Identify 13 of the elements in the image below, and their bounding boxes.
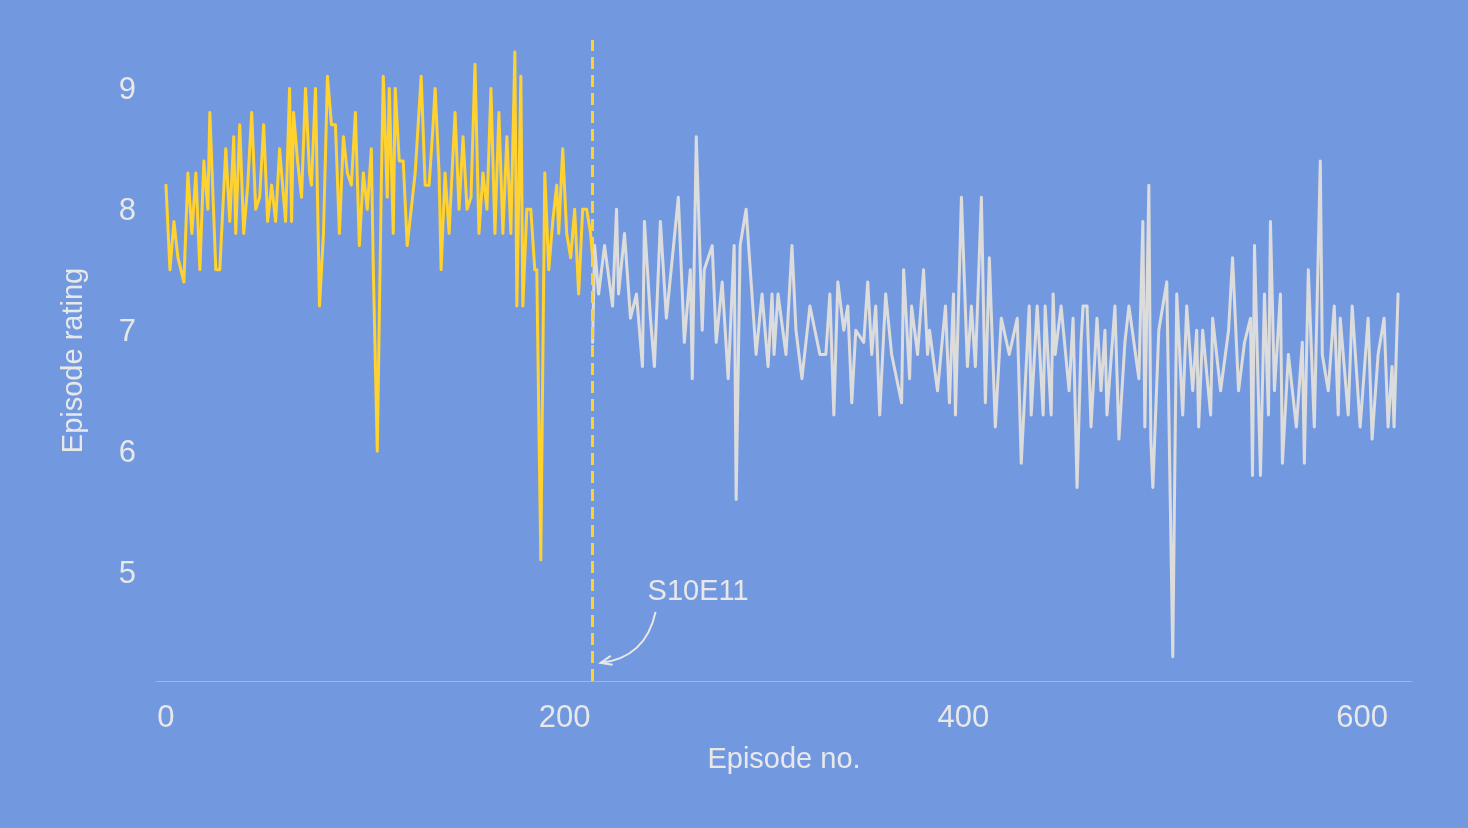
x-axis-title: Episode no. (707, 741, 861, 774)
x-tick-label: 0 (157, 699, 175, 734)
line-series (591, 135, 1400, 659)
y-tick-label: 5 (118, 554, 136, 590)
y-tick-label: 6 (118, 433, 136, 469)
y-tick-label: 8 (118, 191, 136, 227)
x-tick-label: 400 (937, 699, 990, 734)
x-tick-label: 200 (538, 699, 591, 734)
y-tick-label: 7 (118, 312, 136, 348)
y-axis-title: Episode rating (55, 267, 88, 454)
y-tick-label: 9 (118, 70, 136, 106)
x-tick-label: 600 (1336, 699, 1389, 734)
annotation: S10E11 (647, 573, 749, 606)
